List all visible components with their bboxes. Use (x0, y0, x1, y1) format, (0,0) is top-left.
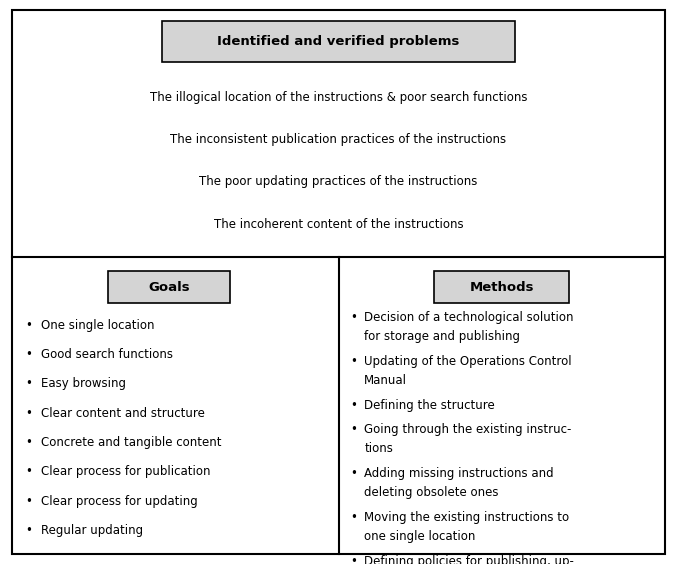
Text: Clear content and structure: Clear content and structure (41, 407, 204, 420)
Text: •: • (26, 436, 32, 449)
Text: Regular updating: Regular updating (41, 524, 143, 537)
Bar (434, 271, 569, 303)
Text: The inconsistent publication practices of the instructions: The inconsistent publication practices o… (171, 133, 506, 146)
Text: •: • (26, 407, 32, 420)
Text: One single location: One single location (41, 319, 154, 332)
Text: Updating of the Operations Control: Updating of the Operations Control (364, 355, 572, 368)
Text: Identified and verified problems: Identified and verified problems (217, 35, 460, 49)
Text: •: • (350, 424, 357, 437)
Text: Goals: Goals (148, 280, 190, 294)
Text: The poor updating practices of the instructions: The poor updating practices of the instr… (199, 175, 478, 188)
Text: •: • (26, 524, 32, 537)
Text: •: • (26, 495, 32, 508)
Text: Moving the existing instructions to: Moving the existing instructions to (364, 511, 569, 524)
Text: Clear process for updating: Clear process for updating (41, 495, 198, 508)
Text: one single location: one single location (364, 530, 476, 543)
Text: Good search functions: Good search functions (41, 348, 173, 361)
Text: Adding missing instructions and: Adding missing instructions and (364, 467, 554, 480)
Bar (108, 271, 230, 303)
Text: •: • (26, 319, 32, 332)
Text: •: • (350, 467, 357, 480)
Text: Methods: Methods (469, 280, 534, 294)
Text: •: • (350, 311, 357, 324)
Text: •: • (350, 399, 357, 412)
Text: •: • (350, 355, 357, 368)
Text: Going through the existing instruc-: Going through the existing instruc- (364, 424, 571, 437)
Text: Defining policies for publishing, up-: Defining policies for publishing, up- (364, 554, 574, 564)
Text: •: • (350, 511, 357, 524)
Text: Defining the structure: Defining the structure (364, 399, 495, 412)
Text: •: • (26, 348, 32, 361)
Text: •: • (26, 465, 32, 478)
Text: Concrete and tangible content: Concrete and tangible content (41, 436, 221, 449)
Text: •: • (26, 377, 32, 390)
Text: Manual: Manual (364, 374, 408, 387)
Text: for storage and publishing: for storage and publishing (364, 330, 520, 343)
Bar (162, 21, 515, 62)
Text: tions: tions (364, 442, 393, 455)
Text: Decision of a technological solution: Decision of a technological solution (364, 311, 573, 324)
Text: •: • (350, 554, 357, 564)
Text: deleting obsolete ones: deleting obsolete ones (364, 486, 499, 499)
Text: The incoherent content of the instructions: The incoherent content of the instructio… (214, 218, 463, 231)
Text: The illogical location of the instructions & poor search functions: The illogical location of the instructio… (150, 91, 527, 104)
Text: Clear process for publication: Clear process for publication (41, 465, 210, 478)
Text: Easy browsing: Easy browsing (41, 377, 126, 390)
